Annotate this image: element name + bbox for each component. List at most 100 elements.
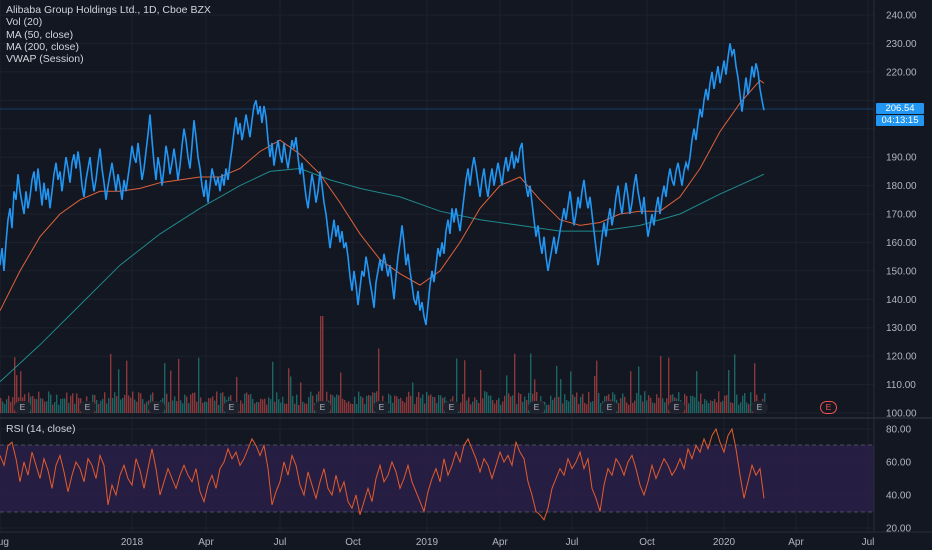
- volume-bar: [370, 395, 372, 413]
- volume-bar: [260, 398, 262, 413]
- volume-bar: [478, 403, 480, 413]
- earnings-marker[interactable]: E: [223, 401, 240, 414]
- volume-bar: [348, 401, 350, 413]
- time-tick-label: Oct: [345, 537, 361, 548]
- volume-bar: [68, 402, 70, 413]
- volume-bar: [554, 397, 556, 413]
- time-tick-label: Apr: [492, 537, 508, 548]
- volume-bar: [546, 404, 548, 413]
- volume-bar: [38, 391, 40, 413]
- volume-bar: [594, 376, 596, 413]
- volume-bar: [312, 395, 314, 413]
- volume-bar: [264, 398, 266, 413]
- time-tick-label: 2018: [121, 537, 144, 548]
- volume-bar: [124, 394, 126, 413]
- legend-ma200[interactable]: MA (200, close): [6, 40, 79, 53]
- volume-bar: [718, 391, 720, 413]
- volume-bar: [110, 354, 112, 413]
- volume-bar: [178, 358, 180, 413]
- volume-bar: [204, 401, 206, 413]
- volume-bar: [378, 348, 380, 413]
- volume-bar: [470, 404, 472, 413]
- earnings-marker[interactable]: E: [528, 401, 545, 414]
- volume-bar: [472, 401, 474, 413]
- volume-bar: [696, 371, 698, 413]
- legend-vwap[interactable]: VWAP (Session): [6, 53, 84, 66]
- volume-bar: [212, 396, 214, 413]
- volume-bar: [638, 366, 640, 413]
- earnings-marker[interactable]: E: [79, 401, 96, 414]
- volume-bar: [62, 398, 64, 413]
- volume-bar: [730, 402, 732, 413]
- volume-bar: [456, 358, 458, 413]
- volume-bar: [516, 404, 518, 413]
- volume-bar: [518, 392, 520, 413]
- volume-bar: [400, 397, 402, 413]
- volume-bar: [48, 391, 50, 413]
- volume-bar: [706, 400, 708, 413]
- time-axis[interactable]: Aug 2018 Apr Jul Oct 2019 Apr Jul Oct 2020 Apr Jul: [0, 537, 874, 548]
- volume-bar: [292, 396, 294, 413]
- volume-bar: [668, 357, 670, 413]
- volume-bar: [196, 401, 198, 413]
- volume-bar: [8, 395, 10, 413]
- volume-bar: [742, 395, 744, 413]
- volume-bar: [286, 403, 288, 413]
- volume-bar: [256, 401, 258, 413]
- volume-bar: [288, 368, 290, 413]
- volume-bar: [428, 395, 430, 413]
- volume-bar: [652, 402, 654, 413]
- earnings-marker[interactable]: E: [148, 401, 165, 414]
- volume-bar: [570, 371, 572, 413]
- price-tick-label: 110.00: [886, 380, 916, 391]
- volume-bar: [184, 394, 186, 413]
- volume-bar: [96, 399, 98, 413]
- legend-rsi[interactable]: RSI (14, close): [6, 423, 76, 435]
- volume-bar: [296, 394, 298, 413]
- volume-bar: [390, 395, 392, 413]
- rsi-axis[interactable]: 80.00 60.00 40.00 20.00: [886, 425, 911, 535]
- earnings-marker[interactable]: E: [373, 401, 390, 414]
- volume-bar: [584, 402, 586, 413]
- volume-bar: [354, 396, 356, 413]
- price-tick-label: 220.00: [886, 67, 917, 78]
- volume-bar: [104, 392, 106, 413]
- earnings-marker[interactable]: E: [601, 401, 618, 414]
- earnings-marker[interactable]: E: [14, 401, 31, 414]
- earnings-marker[interactable]: E: [443, 401, 460, 414]
- volume-bar: [510, 396, 512, 413]
- volume-bar: [258, 402, 260, 413]
- price-tick-label: 240.00: [886, 11, 917, 22]
- earnings-marker[interactable]: E: [751, 401, 768, 414]
- volume-bar: [618, 403, 620, 413]
- volume-bar: [364, 404, 366, 413]
- volume-bar: [244, 393, 246, 413]
- volume-bar: [54, 401, 56, 413]
- volume-bar: [660, 356, 662, 413]
- volume-bar: [274, 401, 276, 413]
- volume-bar: [200, 397, 202, 413]
- legend-volume[interactable]: Vol (20): [6, 16, 43, 29]
- volume-bar: [486, 392, 488, 413]
- volume-bar: [0, 398, 2, 413]
- volume-bar: [250, 394, 252, 413]
- volume-bar: [112, 398, 114, 413]
- volume-bar: [144, 403, 146, 413]
- volume-bar: [6, 399, 8, 413]
- earnings-marker-upcoming[interactable]: E: [820, 401, 837, 414]
- volume-bar: [464, 360, 466, 413]
- earnings-marker[interactable]: E: [668, 401, 685, 414]
- legend-title[interactable]: Alibaba Group Holdings Ltd., 1D, Cboe BZ…: [6, 4, 211, 16]
- volume-bar: [490, 395, 492, 413]
- price-tick-label: 140.00: [886, 295, 917, 306]
- volume-bar: [738, 404, 740, 413]
- volume-bar: [700, 393, 702, 413]
- volume-bar: [548, 404, 550, 413]
- earnings-marker[interactable]: E: [314, 401, 331, 414]
- volume-bar: [572, 394, 574, 413]
- volume-bar: [218, 404, 220, 413]
- price-tick-label: 160.00: [886, 238, 917, 249]
- price-axis[interactable]: 240.00 230.00 220.00 190.00 180.00 170.00 160.…: [886, 11, 917, 420]
- legend-ma50[interactable]: MA (50, close): [6, 28, 74, 41]
